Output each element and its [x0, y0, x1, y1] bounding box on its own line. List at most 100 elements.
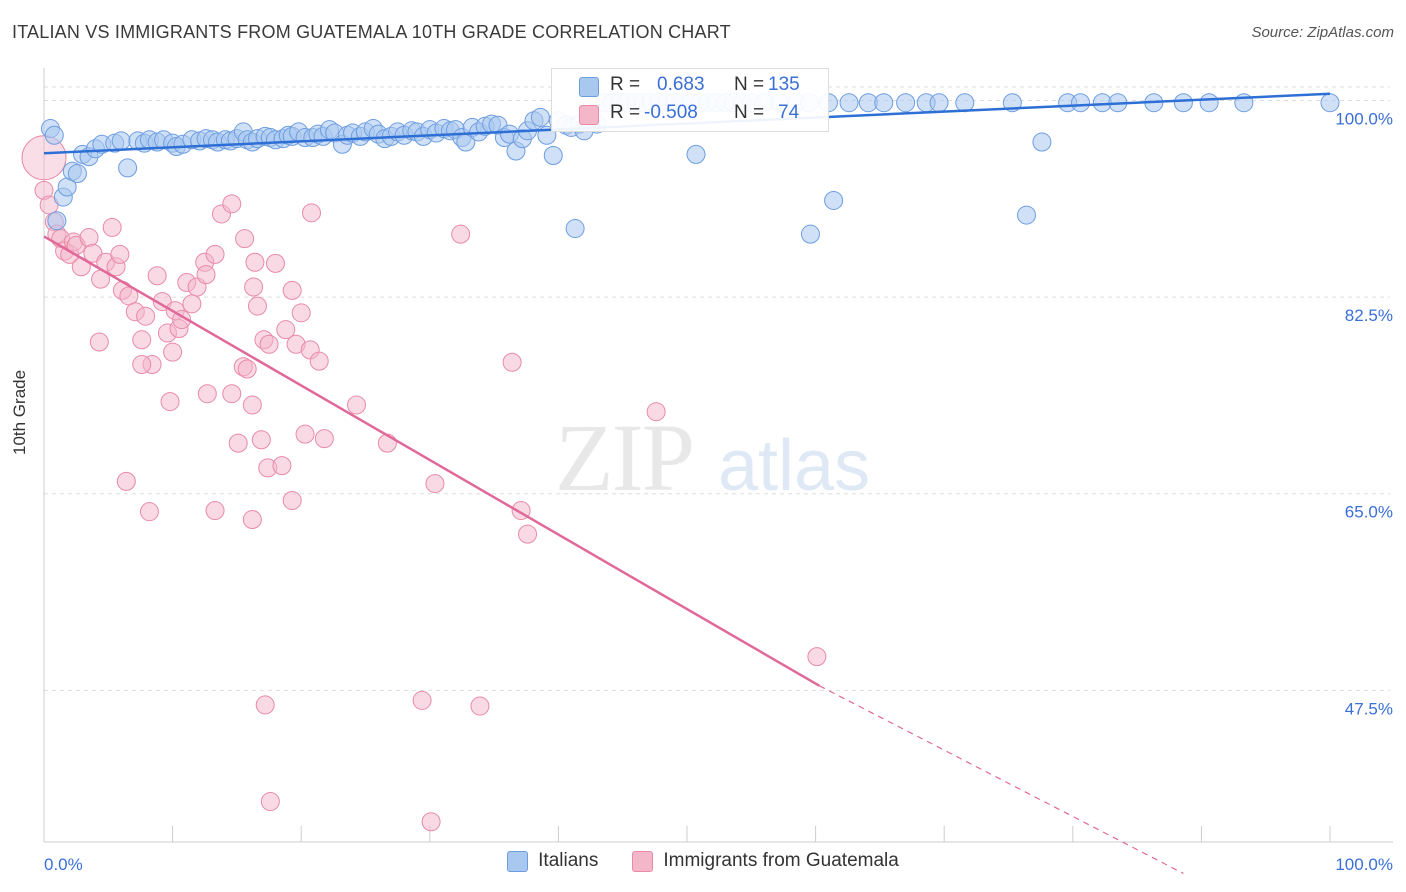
data-point-guatemala [646, 402, 666, 422]
data-point-guatemala [196, 265, 216, 285]
data-point-guatemala [301, 203, 321, 223]
stats-box: R = 0.683 N = 135 R = -0.508 N = 74 [551, 68, 829, 132]
data-point-guatemala [518, 524, 538, 544]
watermark: ZIP atlas [555, 404, 870, 511]
r-value-italians: 0.683 [657, 74, 705, 95]
legend-item-guatemala[interactable]: Immigrants from Guatemala [632, 850, 899, 872]
data-point-italians [686, 144, 706, 164]
data-point-guatemala [237, 359, 257, 379]
r-value-guatemala: -0.508 [644, 102, 698, 123]
data-point-italians [1199, 93, 1219, 113]
series-guatemala-points [21, 135, 827, 832]
data-point-guatemala [251, 430, 271, 450]
data-point-guatemala [470, 696, 490, 716]
chart-title: ITALIAN VS IMMIGRANTS FROM GUATEMALA 10T… [12, 22, 731, 42]
data-point-guatemala [79, 228, 99, 248]
data-point-italians [44, 125, 64, 145]
data-point-guatemala [282, 490, 302, 510]
data-point-guatemala [136, 306, 156, 326]
n-label: N = [734, 74, 765, 95]
data-point-italians [67, 164, 87, 183]
data-point-italians [543, 146, 563, 166]
n-value-guatemala: 74 [778, 102, 800, 123]
data-point-italians [1071, 93, 1091, 113]
data-point-guatemala [421, 812, 441, 832]
data-point-guatemala [222, 384, 242, 404]
legend-label-italians: Italians [538, 850, 599, 871]
legend-item-italians[interactable]: Italians [507, 850, 598, 872]
data-point-guatemala [309, 351, 329, 371]
data-point-italians [800, 224, 820, 244]
data-point-guatemala [260, 792, 280, 812]
watermark-atlas: atlas [718, 426, 870, 506]
data-point-italians [530, 107, 550, 127]
data-point-guatemala [160, 392, 180, 412]
data-point-italians [1173, 93, 1193, 113]
data-point-guatemala [244, 277, 264, 297]
data-point-guatemala [116, 471, 136, 491]
data-point-guatemala [247, 296, 267, 316]
data-point-guatemala [132, 330, 152, 350]
data-point-guatemala [89, 332, 109, 352]
data-point-guatemala [255, 695, 275, 715]
trend-line-guatemala [43, 235, 821, 687]
legend: Italians Immigrants from Guatemala [0, 850, 1406, 872]
legend-label-guatemala: Immigrants from Guatemala [663, 850, 899, 871]
data-point-italians [955, 93, 975, 113]
data-point-italians [118, 158, 138, 178]
stats-swatch-guatemala [579, 105, 599, 125]
stats-swatch-italians [579, 77, 599, 97]
source-label: Source: ZipAtlas.com [1251, 24, 1394, 41]
data-point-guatemala [205, 501, 225, 521]
y-tick-label: 82.5% [1345, 306, 1393, 325]
data-point-italians [1320, 93, 1340, 113]
data-point-guatemala [147, 266, 167, 286]
data-point-italians [896, 93, 916, 113]
data-point-italians [111, 131, 131, 151]
data-point-guatemala [314, 429, 334, 449]
data-point-guatemala [139, 502, 159, 522]
data-point-italians [1032, 132, 1052, 152]
data-point-guatemala [21, 135, 67, 181]
data-point-guatemala [172, 310, 192, 330]
grid-lines [44, 86, 1390, 691]
tick-labels: 100.0% 82.5% 65.0% 47.5% 0.0% 100.0% [44, 109, 1393, 874]
data-point-guatemala [235, 229, 255, 249]
data-point-italians [929, 93, 949, 113]
data-point-guatemala [163, 342, 183, 362]
data-point-guatemala [412, 690, 432, 710]
x-tick-label-min: 0.0% [44, 855, 83, 874]
data-point-guatemala [276, 320, 296, 340]
data-point-guatemala [259, 334, 279, 354]
data-point-guatemala [197, 384, 217, 404]
legend-swatch-italians [507, 850, 529, 872]
data-point-italians [47, 211, 67, 231]
y-tick-label: 65.0% [1345, 503, 1393, 522]
n-label: N = [734, 102, 765, 123]
data-point-guatemala [228, 433, 248, 453]
watermark-zip: ZIP [555, 404, 693, 511]
data-point-italians [1017, 205, 1037, 225]
data-point-guatemala [182, 294, 202, 314]
stats-row-italians: R = 0.683 N = 135 [552, 72, 828, 100]
r-label: R = [610, 74, 641, 95]
data-point-italians [565, 219, 585, 239]
r-label: R = [610, 102, 641, 123]
data-point-guatemala [282, 280, 302, 300]
data-point-italians [824, 190, 844, 210]
y-tick-label: 47.5% [1345, 699, 1393, 718]
data-point-guatemala [132, 355, 152, 374]
data-point-italians [839, 93, 859, 113]
data-point-guatemala [807, 647, 827, 667]
data-point-guatemala [102, 217, 122, 237]
y-tick-label: 100.0% [1335, 109, 1393, 128]
y-axis-label: 10th Grade [10, 369, 29, 455]
data-point-guatemala [245, 252, 265, 272]
data-point-guatemala [425, 474, 445, 494]
data-point-guatemala [205, 244, 225, 264]
data-point-guatemala [291, 303, 311, 323]
data-point-guatemala [502, 352, 522, 372]
data-point-guatemala [346, 395, 366, 415]
data-point-guatemala [265, 253, 285, 273]
